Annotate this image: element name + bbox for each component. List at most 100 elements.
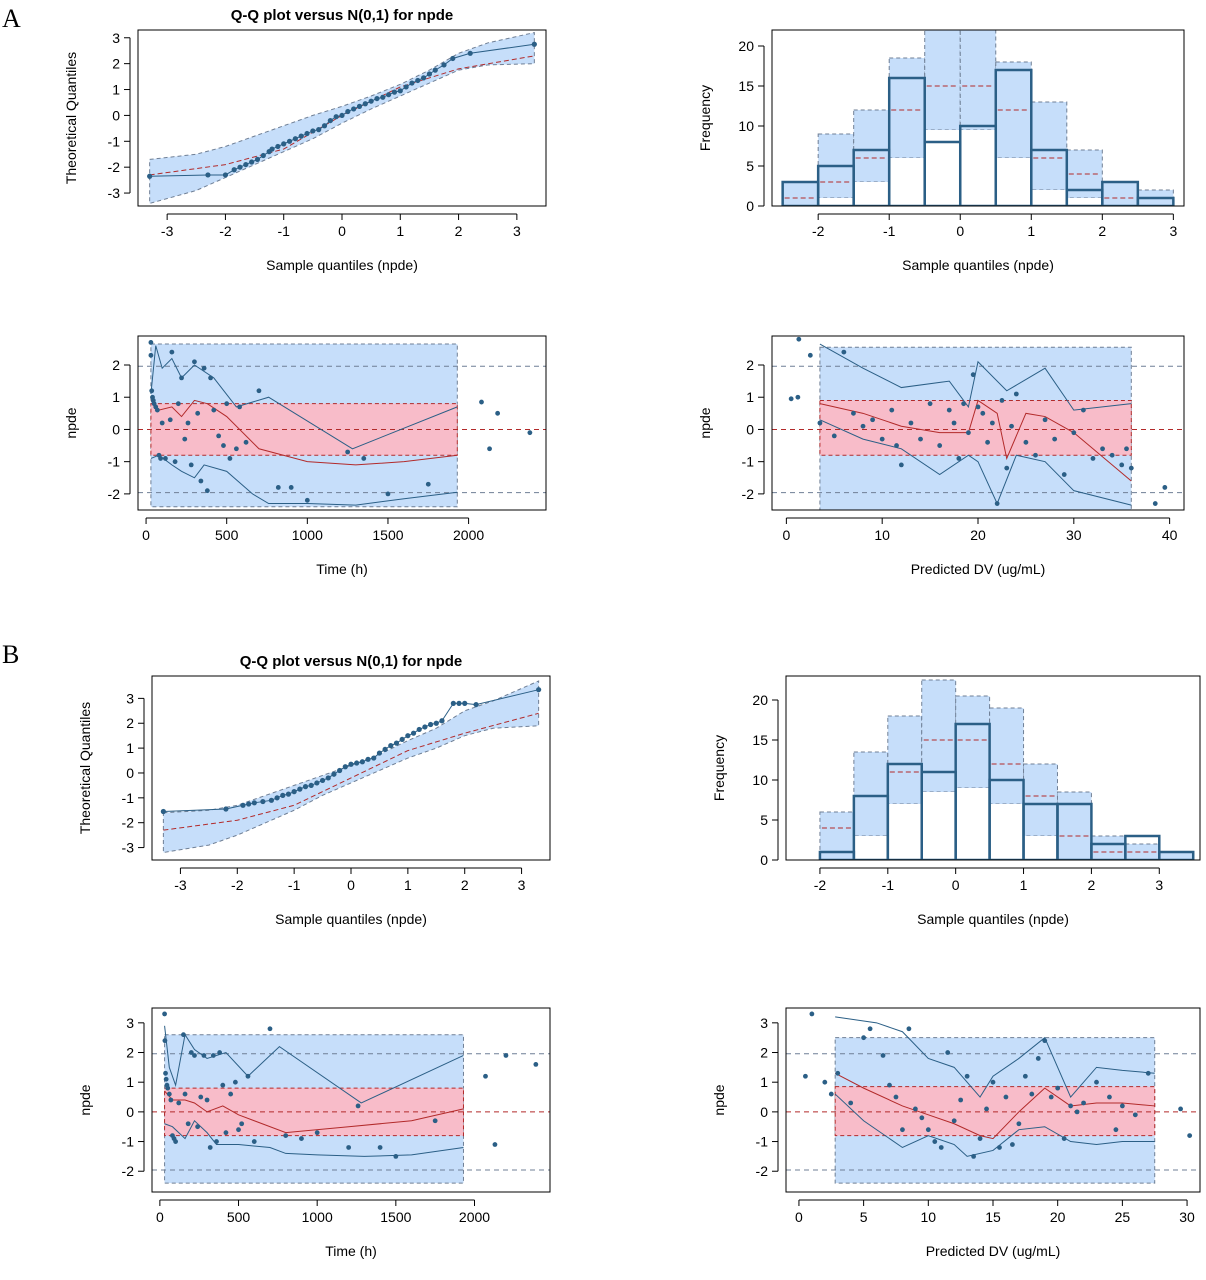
y-tick-label: -3	[122, 840, 135, 856]
data-point	[325, 775, 331, 781]
data-point	[217, 1050, 223, 1055]
data-point	[503, 1053, 509, 1058]
y-tick-label: 2	[746, 357, 754, 373]
bar-gap-white	[1031, 190, 1067, 206]
data-point	[195, 1124, 201, 1130]
data-point	[346, 1145, 352, 1150]
data-point	[492, 1142, 498, 1147]
x-tick-label: 1	[396, 223, 404, 239]
x-tick-label: 1	[1020, 877, 1028, 893]
x-axis-label: Sample quantiles (npde)	[275, 911, 427, 927]
data-point	[260, 798, 266, 805]
x-axis-label: Sample quantiles (npde)	[266, 257, 418, 273]
x-axis-label: Predicted DV (ug/mL)	[926, 1243, 1061, 1259]
data-point	[188, 462, 194, 468]
prediction-interval-bar	[921, 679, 957, 793]
plot-frame	[151, 1007, 551, 1193]
data-point	[958, 1097, 964, 1103]
data-point	[1068, 1103, 1074, 1109]
lower-percentile-line	[819, 419, 1132, 506]
upper-percentile-line	[150, 345, 458, 450]
data-point	[1004, 465, 1010, 471]
y-tick-label: 0	[126, 765, 134, 781]
data-point	[945, 1050, 951, 1055]
y-tick-label: -1	[742, 454, 755, 470]
y-tick-label: 2	[760, 1045, 768, 1061]
y-tick-label: 20	[752, 692, 768, 708]
data-point	[409, 80, 415, 86]
prediction-interval-bar	[1090, 835, 1126, 860]
data-point	[495, 410, 501, 416]
y-tick-label: 15	[752, 732, 768, 748]
data-point	[163, 1076, 169, 1082]
reference-line	[163, 712, 539, 831]
data-point	[308, 782, 314, 789]
data-point	[1113, 1127, 1119, 1133]
data-point	[817, 420, 823, 426]
y-tick-label: 1	[746, 389, 754, 405]
x-tick-label: 40	[1162, 527, 1178, 543]
data-point	[188, 1050, 194, 1055]
data-point	[1109, 452, 1115, 458]
data-point	[1178, 1106, 1183, 1112]
data-point	[975, 404, 981, 410]
data-point	[887, 1082, 892, 1088]
data-point	[997, 1145, 1002, 1150]
data-point	[223, 806, 229, 812]
x-tick-label: 0	[956, 223, 964, 239]
data-point	[1074, 1109, 1080, 1115]
x-tick-label: 2	[1098, 223, 1106, 239]
data-point	[359, 759, 365, 765]
x-tick-label: 10	[921, 1209, 937, 1225]
y-tick-label: 1	[126, 1074, 134, 1090]
data-point	[867, 1026, 873, 1032]
data-point	[216, 433, 222, 439]
x-tick-label: -2	[814, 877, 827, 893]
data-point	[908, 420, 914, 426]
data-point	[304, 130, 310, 137]
data-point	[227, 456, 233, 461]
data-point	[428, 721, 434, 728]
x-tick-label: 500	[227, 1209, 251, 1225]
data-point	[1009, 423, 1014, 429]
data-point	[192, 359, 197, 365]
data-point	[371, 755, 377, 761]
data-point	[256, 388, 262, 394]
y-axis-label: Theoretical Quantiles	[63, 52, 79, 184]
chart-A-qq: -3 -2 -1 0 1 2 3 Sample quantiles (npde) -3 -2 -1 0…	[63, 7, 547, 273]
data-point	[365, 756, 371, 762]
data-point	[182, 436, 188, 442]
x-tick-label: 3	[1155, 877, 1163, 893]
y-axis-label: Frequency	[711, 735, 727, 801]
data-point	[275, 485, 281, 490]
data-point	[249, 159, 255, 165]
y-axis-label: npde	[697, 407, 713, 438]
data-point	[397, 88, 403, 94]
data-point	[331, 771, 337, 777]
data-point	[870, 417, 876, 423]
data-point	[964, 1073, 970, 1079]
data-point	[245, 1073, 251, 1079]
data-point	[1003, 1094, 1009, 1100]
data-point	[388, 743, 394, 749]
bar-gap-white	[955, 788, 990, 860]
data-point	[380, 94, 386, 100]
data-point	[860, 423, 866, 429]
data-point	[984, 1106, 989, 1112]
y-tick-label: 5	[746, 158, 754, 174]
data-point	[990, 1079, 996, 1085]
plot-frame	[137, 29, 547, 207]
data-point	[1010, 1142, 1015, 1147]
data-point	[185, 1121, 191, 1127]
histogram-bar	[1030, 148, 1069, 206]
data-point	[201, 1053, 207, 1058]
data-point	[154, 407, 160, 413]
lower-percentile-line	[164, 1119, 464, 1157]
x-tick-label: 0	[952, 877, 960, 893]
y-tick-label: 1	[126, 740, 134, 756]
data-point	[172, 459, 178, 465]
x-tick-label: -1	[883, 223, 896, 239]
prediction-interval-bar	[853, 109, 890, 183]
